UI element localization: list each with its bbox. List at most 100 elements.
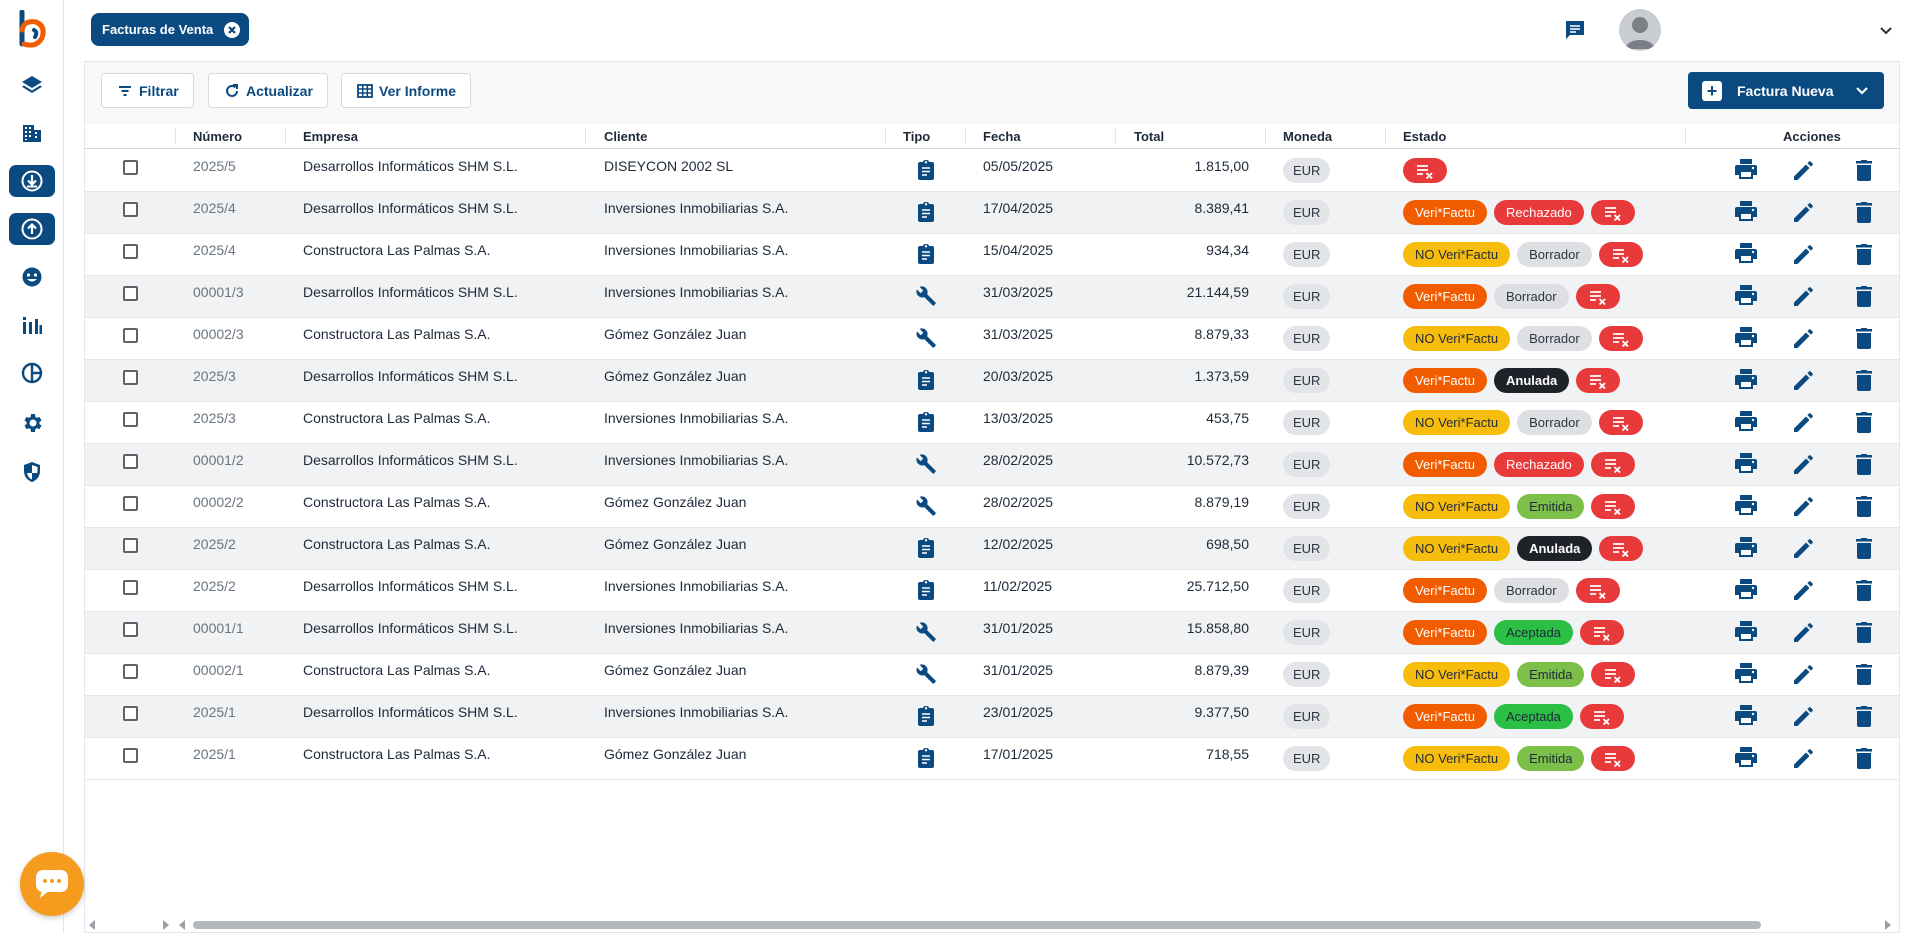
header-empresa[interactable]: Empresa	[303, 129, 358, 144]
row-checkbox[interactable]	[123, 202, 138, 217]
delete-button[interactable]	[1851, 451, 1877, 477]
delete-button[interactable]	[1851, 157, 1877, 183]
header-tipo[interactable]: Tipo	[903, 129, 931, 144]
header-fecha[interactable]: Fecha	[983, 129, 1021, 144]
edit-button[interactable]	[1791, 493, 1817, 519]
sidebar-item-purchase-invoices[interactable]	[9, 165, 55, 197]
row-checkbox[interactable]	[123, 244, 138, 259]
table-row[interactable]: 00002/2 Constructora Las Palmas S.A. Gómez…	[85, 486, 1899, 528]
row-checkbox[interactable]	[123, 496, 138, 511]
delete-button[interactable]	[1851, 535, 1877, 561]
table-row[interactable]: 00002/3 Constructora Las Palmas S.A. Gómez…	[85, 318, 1899, 360]
table-row[interactable]: 2025/4 Constructora Las Palmas S.A. Invers…	[85, 234, 1899, 276]
table-row[interactable]: 00001/2 Desarrollos Informáticos SHM S.L.…	[85, 444, 1899, 486]
clear-status-button[interactable]	[1579, 620, 1624, 645]
sidebar-item-clients[interactable]	[9, 261, 55, 293]
edit-button[interactable]	[1791, 745, 1817, 771]
header-total[interactable]: Total	[1134, 129, 1165, 144]
sidebar-item-companies[interactable]	[9, 117, 55, 149]
print-button[interactable]	[1733, 157, 1759, 183]
print-button[interactable]	[1733, 199, 1759, 225]
table-row[interactable]: 2025/4 Desarrollos Informáticos SHM S.L. I…	[85, 192, 1899, 234]
row-checkbox[interactable]	[123, 538, 138, 553]
header-cliente[interactable]: Cliente	[604, 129, 648, 144]
table-row[interactable]: 00001/3 Desarrollos Informáticos SHM S.L.…	[85, 276, 1899, 318]
table-row[interactable]: 2025/5 Desarrollos Informáticos SHM S.L. D…	[85, 150, 1899, 192]
clear-status-button[interactable]	[1591, 746, 1636, 771]
print-button[interactable]	[1733, 577, 1759, 603]
clear-status-button[interactable]	[1403, 158, 1447, 183]
row-checkbox[interactable]	[123, 328, 138, 343]
row-checkbox[interactable]	[123, 454, 138, 469]
delete-button[interactable]	[1851, 745, 1877, 771]
scroll-left-arrow-main[interactable]	[179, 920, 185, 930]
edit-button[interactable]	[1791, 199, 1817, 225]
row-checkbox[interactable]	[123, 622, 138, 637]
print-button[interactable]	[1733, 703, 1759, 729]
chat-icon[interactable]	[1563, 18, 1587, 42]
table-row[interactable]: 2025/1 Constructora Las Palmas S.A. Gómez …	[85, 738, 1899, 780]
clear-status-button[interactable]	[1591, 494, 1636, 519]
clear-status-button[interactable]	[1591, 662, 1636, 687]
delete-button[interactable]	[1851, 493, 1877, 519]
edit-button[interactable]	[1791, 409, 1817, 435]
header-moneda[interactable]: Moneda	[1283, 129, 1333, 144]
table-row[interactable]: 00001/1 Desarrollos Informáticos SHM S.L.…	[85, 612, 1899, 654]
table-row[interactable]: 00002/1 Constructora Las Palmas S.A. Gómez…	[85, 654, 1899, 696]
delete-button[interactable]	[1851, 241, 1877, 267]
clear-status-button[interactable]	[1590, 452, 1635, 477]
row-checkbox[interactable]	[123, 664, 138, 679]
new-invoice-button[interactable]: + Factura Nueva	[1688, 72, 1884, 109]
clear-status-button[interactable]	[1576, 368, 1621, 393]
row-checkbox[interactable]	[123, 706, 138, 721]
row-checkbox[interactable]	[123, 412, 138, 427]
scroll-right-arrow[interactable]	[163, 920, 169, 930]
print-button[interactable]	[1733, 451, 1759, 477]
row-checkbox[interactable]	[123, 286, 138, 301]
delete-button[interactable]	[1851, 703, 1877, 729]
row-checkbox[interactable]	[123, 580, 138, 595]
chat-assistant-button[interactable]	[20, 852, 84, 916]
delete-button[interactable]	[1851, 199, 1877, 225]
tab-facturas-venta[interactable]: Facturas de Venta	[91, 13, 250, 46]
filter-button[interactable]: Filtrar	[101, 73, 194, 108]
scrollbar-thumb[interactable]	[193, 921, 1761, 929]
table-row[interactable]: 2025/1 Desarrollos Informáticos SHM S.L. I…	[85, 696, 1899, 738]
delete-button[interactable]	[1851, 325, 1877, 351]
print-button[interactable]	[1733, 535, 1759, 561]
edit-button[interactable]	[1791, 577, 1817, 603]
delete-button[interactable]	[1851, 661, 1877, 687]
delete-button[interactable]	[1851, 409, 1877, 435]
scroll-left-arrow[interactable]	[89, 920, 95, 930]
edit-button[interactable]	[1791, 325, 1817, 351]
table-row[interactable]: 2025/2 Desarrollos Informáticos SHM S.L. I…	[85, 570, 1899, 612]
row-checkbox[interactable]	[123, 160, 138, 175]
table-row[interactable]: 2025/3 Constructora Las Palmas S.A. Invers…	[85, 402, 1899, 444]
edit-button[interactable]	[1791, 535, 1817, 561]
edit-button[interactable]	[1791, 451, 1817, 477]
edit-button[interactable]	[1791, 241, 1817, 267]
delete-button[interactable]	[1851, 367, 1877, 393]
clear-status-button[interactable]	[1590, 200, 1635, 225]
sidebar-item-layers[interactable]	[9, 69, 55, 101]
edit-button[interactable]	[1791, 283, 1817, 309]
table-row[interactable]: 2025/3 Desarrollos Informáticos SHM S.L. G…	[85, 360, 1899, 402]
print-button[interactable]	[1733, 409, 1759, 435]
sidebar-item-sales-invoices[interactable]	[9, 213, 55, 245]
sidebar-item-settings[interactable]	[9, 407, 55, 439]
chevron-down-icon[interactable]	[1854, 82, 1870, 98]
sidebar-item-stats[interactable]	[9, 309, 55, 341]
clear-status-button[interactable]	[1575, 578, 1620, 603]
delete-button[interactable]	[1851, 577, 1877, 603]
close-icon[interactable]	[224, 22, 241, 38]
header-numero[interactable]: Número	[193, 129, 243, 144]
print-button[interactable]	[1733, 325, 1759, 351]
clear-status-button[interactable]	[1598, 326, 1643, 351]
print-button[interactable]	[1733, 241, 1759, 267]
clear-status-button[interactable]	[1575, 284, 1620, 309]
table-row[interactable]: 2025/2 Constructora Las Palmas S.A. Gómez …	[85, 528, 1899, 570]
header-estado[interactable]: Estado	[1403, 129, 1447, 144]
horizontal-scrollbar[interactable]	[85, 918, 1899, 932]
print-button[interactable]	[1733, 493, 1759, 519]
clear-status-button[interactable]	[1599, 536, 1644, 561]
